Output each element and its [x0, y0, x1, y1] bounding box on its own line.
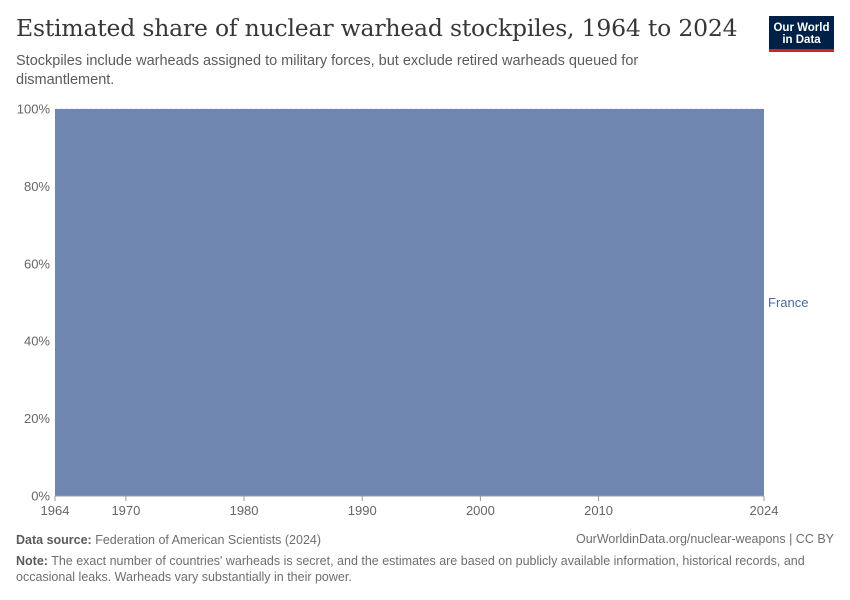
chart-subtitle: Stockpiles include warheads assigned to …	[16, 53, 639, 88]
x-tick-label: 1964	[41, 503, 70, 518]
data-source: Data source: Federation of American Scie…	[16, 532, 834, 548]
series-label-france[interactable]: France	[768, 295, 808, 310]
note-label: Note:	[16, 554, 48, 568]
y-tick-label: 0%	[31, 489, 50, 504]
area-series-france[interactable]	[55, 109, 764, 496]
x-tick-label: 2000	[466, 503, 495, 518]
chart-note: Note: The exact number of countries' war…	[16, 553, 806, 585]
y-tick-label: 80%	[24, 179, 50, 194]
x-tick-label: 2010	[584, 503, 613, 518]
logo-line-1: Our World	[773, 21, 830, 34]
chart-title: Estimated share of nuclear warhead stock…	[16, 14, 738, 42]
x-tick-label: 1970	[111, 503, 140, 518]
data-source-label: Data source:	[16, 533, 92, 547]
label-layer: 0% 20% 40% 60% 80% 100% France 1964 1970 1980 1990…	[17, 102, 809, 519]
logo-line-2: in Data	[782, 34, 821, 46]
y-tick-label: 60%	[24, 256, 50, 271]
x-tick-label: 1980	[230, 503, 259, 518]
y-tick-label: 40%	[24, 334, 50, 349]
x-tick-label: 1990	[348, 503, 377, 518]
owid-logo[interactable]: Our World in Data	[769, 16, 834, 52]
note-text: The exact number of countries' warheads …	[16, 554, 805, 584]
y-tick-label: 100%	[17, 102, 51, 117]
area-layer	[55, 109, 764, 496]
source-url[interactable]: OurWorldinData.org/nuclear-weapons | CC …	[576, 532, 834, 546]
y-tick-label: 20%	[24, 411, 50, 426]
x-tick-label: 2024	[750, 503, 779, 518]
axis-layer	[54, 495, 765, 501]
data-source-text[interactable]: Federation of American Scientists (2024)	[95, 533, 322, 547]
